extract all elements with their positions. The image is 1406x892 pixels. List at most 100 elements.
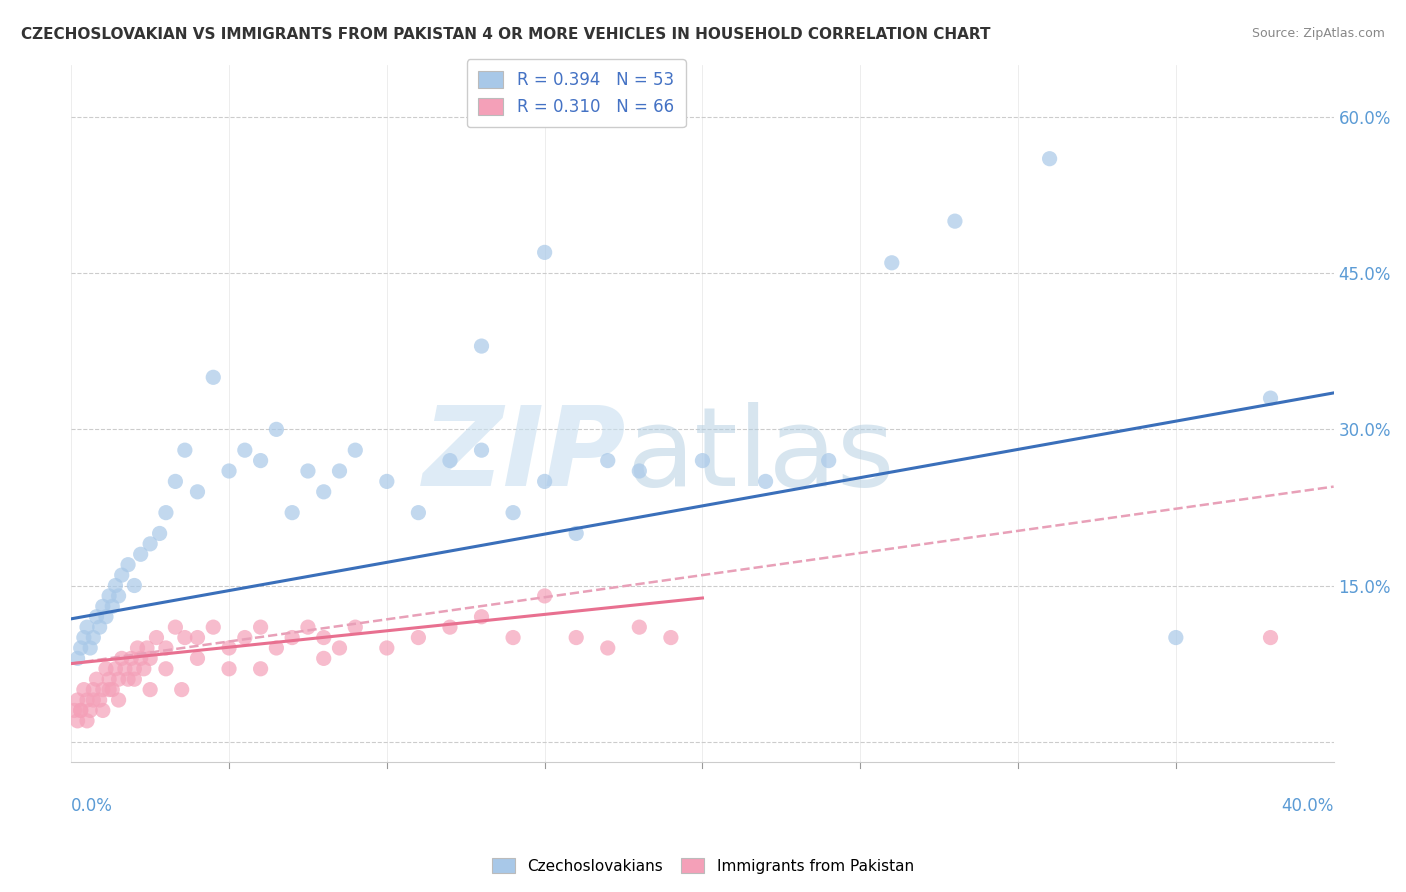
Point: [73, 682, 96, 697]
Text: 40.0%: 40.0%: [1281, 797, 1334, 815]
Point: [1260, 631, 1282, 645]
Point: [91, 682, 114, 697]
Point: [76, 714, 98, 728]
Point: [107, 672, 129, 686]
Point: [186, 484, 208, 499]
Point: [94, 662, 117, 676]
Point: [502, 506, 524, 520]
Point: [120, 651, 142, 665]
Point: [533, 245, 555, 260]
Point: [76, 620, 98, 634]
Point: [114, 662, 136, 676]
Point: [312, 484, 335, 499]
Point: [470, 443, 492, 458]
Point: [82, 682, 104, 697]
Legend: Czechoslovakians, Immigrants from Pakistan: Czechoslovakians, Immigrants from Pakist…: [486, 852, 920, 880]
Point: [297, 464, 319, 478]
Point: [297, 620, 319, 634]
Point: [565, 526, 588, 541]
Point: [136, 640, 159, 655]
Point: [533, 475, 555, 489]
Point: [69, 703, 91, 717]
Point: [73, 631, 96, 645]
Point: [312, 651, 335, 665]
Point: [79, 640, 101, 655]
Point: [117, 558, 139, 572]
Point: [129, 547, 152, 561]
Point: [89, 693, 111, 707]
Point: [692, 453, 714, 467]
Text: atlas: atlas: [627, 402, 896, 509]
Point: [66, 651, 89, 665]
Legend: R = 0.394   N = 53, R = 0.310   N = 66: R = 0.394 N = 53, R = 0.310 N = 66: [467, 60, 686, 128]
Point: [155, 506, 177, 520]
Point: [132, 662, 155, 676]
Point: [1039, 152, 1062, 166]
Point: [596, 640, 619, 655]
Point: [124, 578, 146, 592]
Point: [79, 703, 101, 717]
Point: [375, 475, 398, 489]
Point: [127, 640, 149, 655]
Point: [375, 640, 398, 655]
Point: [155, 662, 177, 676]
Point: [408, 506, 430, 520]
Point: [408, 631, 430, 645]
Point: [1164, 631, 1187, 645]
Point: [124, 672, 146, 686]
Point: [139, 651, 162, 665]
Point: [470, 339, 492, 353]
Point: [173, 631, 195, 645]
Text: Source: ZipAtlas.com: Source: ZipAtlas.com: [1251, 27, 1385, 40]
Point: [91, 703, 114, 717]
Point: [659, 631, 682, 645]
Point: [165, 620, 187, 634]
Point: [218, 464, 240, 478]
Point: [439, 453, 461, 467]
Point: [344, 443, 367, 458]
Point: [69, 640, 91, 655]
Point: [139, 682, 162, 697]
Point: [124, 662, 146, 676]
Point: [139, 537, 162, 551]
Point: [233, 631, 256, 645]
Point: [249, 620, 271, 634]
Point: [98, 672, 121, 686]
Point: [266, 422, 288, 436]
Point: [328, 640, 350, 655]
Text: ZIP: ZIP: [423, 402, 627, 509]
Point: [281, 631, 304, 645]
Point: [117, 672, 139, 686]
Point: [98, 589, 121, 603]
Point: [89, 620, 111, 634]
Point: [186, 651, 208, 665]
Point: [82, 693, 104, 707]
Point: [129, 651, 152, 665]
Point: [86, 672, 108, 686]
Point: [344, 620, 367, 634]
Point: [155, 640, 177, 655]
Text: CZECHOSLOVAKIAN VS IMMIGRANTS FROM PAKISTAN 4 OR MORE VEHICLES IN HOUSEHOLD CORR: CZECHOSLOVAKIAN VS IMMIGRANTS FROM PAKIS…: [21, 27, 991, 42]
Point: [98, 682, 121, 697]
Point: [470, 609, 492, 624]
Point: [281, 506, 304, 520]
Point: [218, 640, 240, 655]
Point: [82, 631, 104, 645]
Point: [249, 662, 271, 676]
Point: [628, 464, 651, 478]
Point: [111, 651, 134, 665]
Point: [266, 640, 288, 655]
Text: 0.0%: 0.0%: [72, 797, 112, 815]
Point: [328, 464, 350, 478]
Point: [107, 693, 129, 707]
Point: [63, 703, 86, 717]
Point: [596, 453, 619, 467]
Point: [104, 662, 127, 676]
Point: [111, 568, 134, 582]
Point: [754, 475, 776, 489]
Point: [312, 631, 335, 645]
Point: [66, 693, 89, 707]
Point: [170, 682, 193, 697]
Point: [186, 631, 208, 645]
Point: [202, 620, 225, 634]
